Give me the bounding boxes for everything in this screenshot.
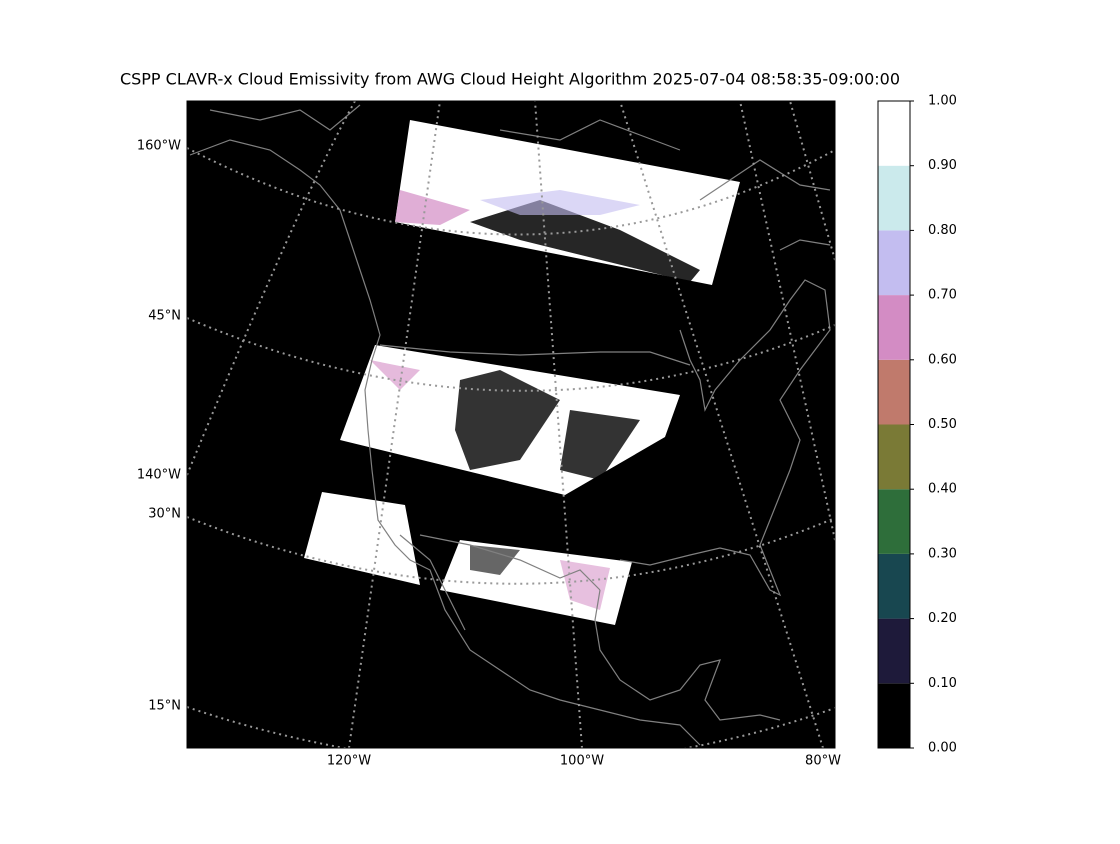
- colorbar-tick-label: 0.20: [928, 611, 957, 626]
- swath-detail: [370, 360, 420, 390]
- colorbar-segment: [878, 359, 910, 425]
- swath-detail: [560, 410, 640, 480]
- coastline: [594, 589, 781, 721]
- border: [379, 344, 691, 366]
- swath-detail: [455, 370, 560, 470]
- swath-detail: [470, 545, 520, 575]
- graticule: [187, 317, 835, 392]
- axis-label: 45°N: [148, 309, 181, 324]
- axis-label: 80°W: [805, 754, 841, 769]
- graticule: [187, 516, 835, 585]
- axis-label: 140°W: [137, 468, 181, 483]
- coastline: [699, 159, 831, 251]
- colorbar-tick-label: 0.80: [928, 223, 957, 238]
- colorbar-segment: [878, 101, 910, 166]
- axis-label: 160°W: [137, 139, 181, 154]
- map-frame: [186, 100, 836, 749]
- colorbar-segment: [878, 618, 910, 684]
- colorbar-segment: [878, 683, 910, 748]
- colorbar-tick-label: 0.40: [928, 482, 957, 497]
- colorbar-segment: [878, 165, 910, 231]
- coastline: [209, 104, 681, 151]
- graticule: [534, 101, 583, 748]
- graticule: [619, 101, 824, 748]
- title: CSPP CLAVR-x Cloud Emissivity from AWG C…: [120, 70, 900, 89]
- coastline: [399, 534, 466, 631]
- colorbar-segment: [878, 424, 910, 490]
- colorbar-segment: [878, 295, 910, 360]
- swath-detail: [395, 190, 470, 225]
- graticule: [348, 101, 441, 748]
- colorbar-segment: [878, 230, 910, 296]
- colorbar-tick-label: 0.60: [928, 352, 957, 367]
- colorbar-tick-label: 0.70: [928, 288, 957, 303]
- colorbar-tick-label: 0.90: [928, 158, 957, 173]
- colorbar-tick-label: 0.30: [928, 546, 957, 561]
- map-content: [187, 101, 835, 748]
- axis-label: 30°N: [148, 507, 181, 522]
- swath-detail: [480, 190, 640, 215]
- axis-label: 120°W: [327, 754, 371, 769]
- coastline: [189, 139, 701, 746]
- swath-detail: [470, 200, 700, 282]
- graticule: [187, 147, 835, 236]
- axis-label: 100°W: [560, 754, 604, 769]
- colorbar-frame: [877, 100, 911, 749]
- graticule: [187, 706, 835, 748]
- coastline: [619, 279, 831, 597]
- colorbar-tick-label: 0.00: [928, 741, 957, 756]
- colorbar-segment: [878, 489, 910, 554]
- border: [419, 534, 601, 591]
- colorbar-tick-label: 0.10: [928, 676, 957, 691]
- colorbar-segment: [878, 553, 910, 619]
- colorbar-tick-label: 1.00: [928, 94, 957, 109]
- colorbar-tick-label: 0.50: [928, 417, 957, 432]
- swath: [304, 492, 420, 585]
- axis-label: 15°N: [148, 699, 181, 714]
